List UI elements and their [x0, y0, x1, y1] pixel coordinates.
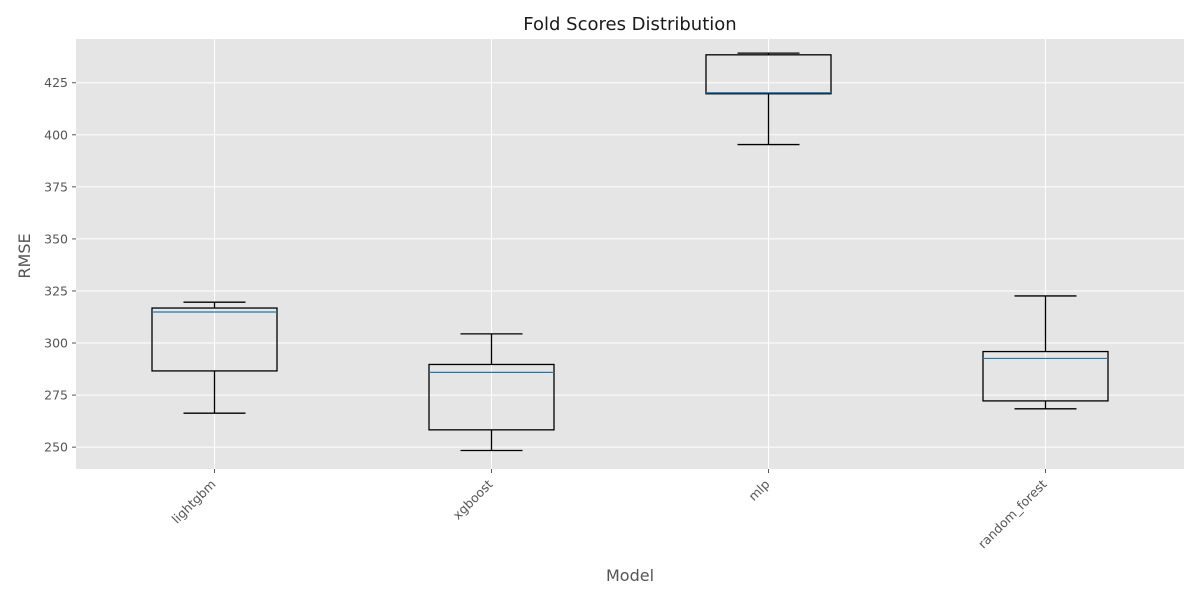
iqr-box	[151, 307, 278, 372]
iqr-box	[428, 363, 555, 431]
y-tick-label: 325	[44, 283, 68, 298]
boxes	[151, 52, 1109, 452]
y-tick-label: 425	[44, 75, 68, 90]
iqr-box	[982, 350, 1109, 402]
box-random_forest	[982, 295, 1109, 410]
y-axis-label: RMSE	[15, 233, 34, 278]
x-tick-labels: lightgbm xgboost mlp random_forest	[169, 469, 1050, 551]
y-tick-label: 375	[44, 179, 68, 194]
x-tick-label: xgboost	[450, 476, 496, 522]
y-tick-label: 400	[44, 127, 68, 142]
box-mlp	[705, 52, 832, 146]
x-tick-label: lightgbm	[169, 477, 219, 527]
x-axis-label: Model	[606, 566, 654, 585]
y-tick-label: 350	[44, 231, 68, 246]
y-tick-label: 250	[44, 440, 68, 455]
y-tick-label: 300	[44, 336, 68, 351]
box-xgboost	[428, 333, 555, 452]
box-lightgbm	[151, 301, 278, 414]
iqr-box	[705, 54, 832, 95]
plot-area	[76, 39, 1184, 469]
x-tick-label: random_forest	[975, 476, 1050, 551]
y-tick-labels: 250 275 300 325 350 375 400 425	[44, 75, 76, 455]
x-tick-label: mlp	[745, 476, 772, 503]
y-tick-label: 275	[44, 388, 68, 403]
chart-title: Fold Scores Distribution	[523, 14, 736, 35]
